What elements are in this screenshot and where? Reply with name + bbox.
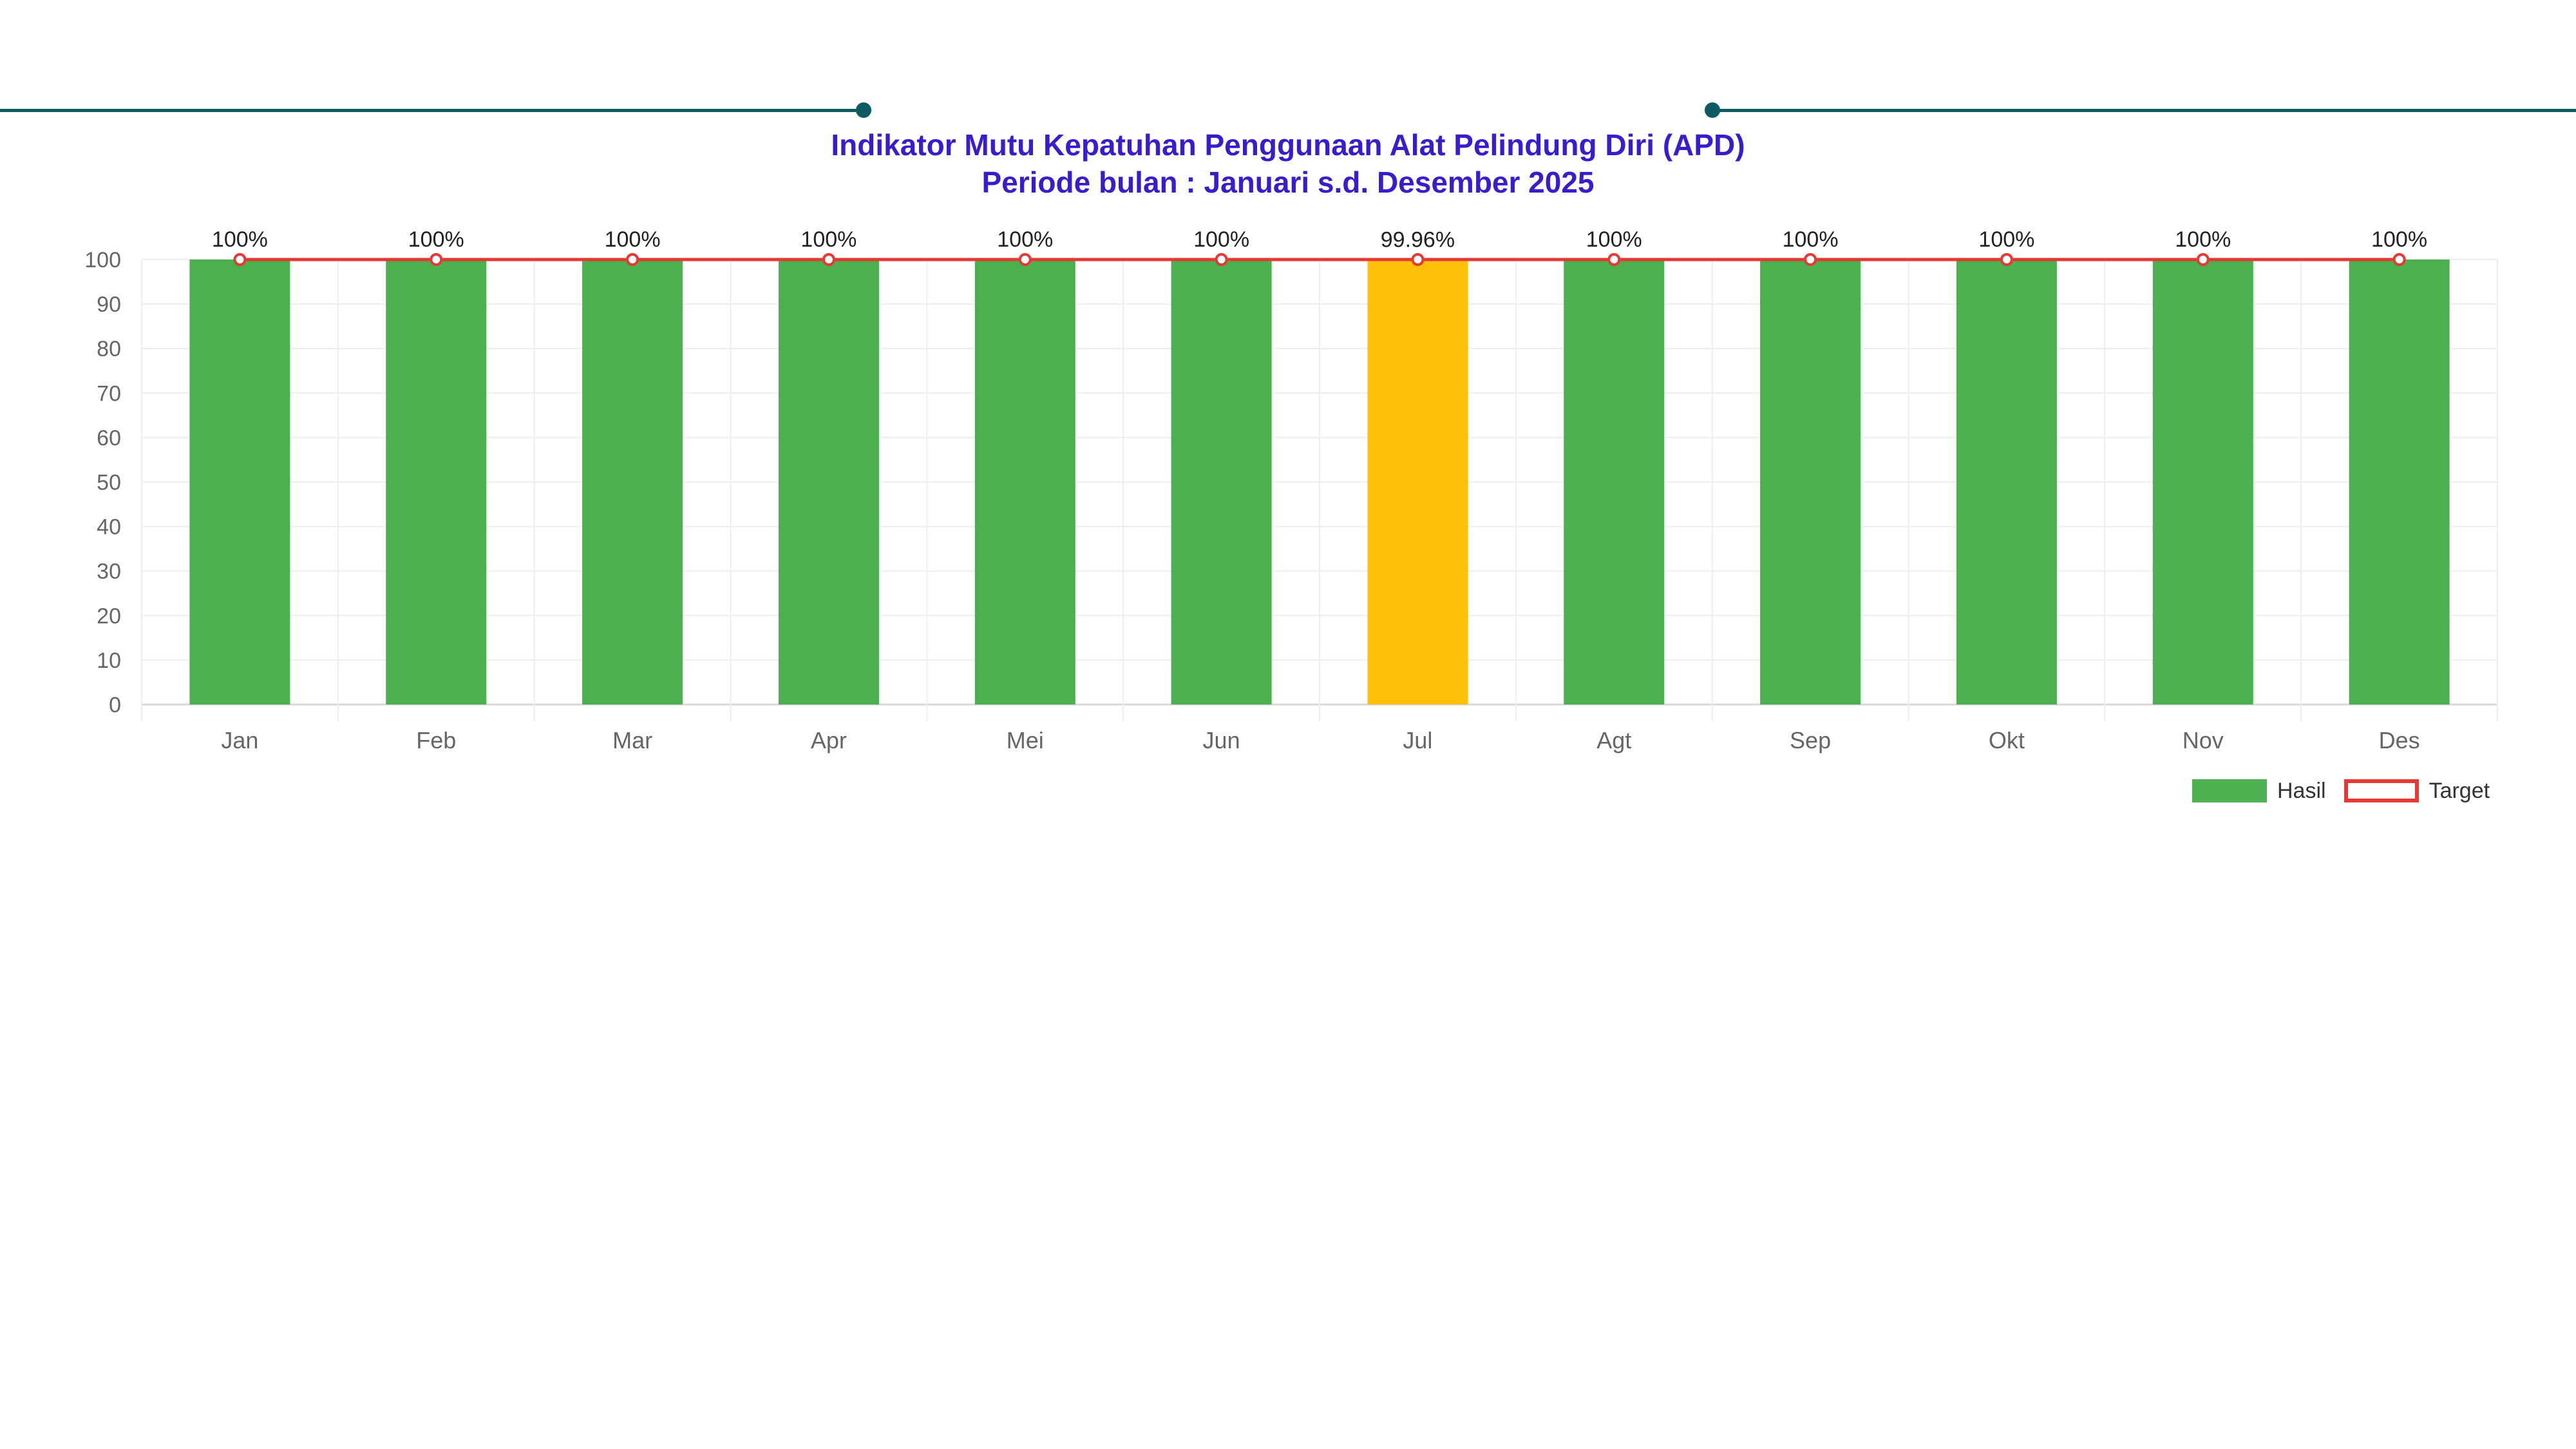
header-decor-line-right — [1713, 109, 2576, 112]
x-tick-label: Mei — [1007, 727, 1044, 753]
bar-des — [2349, 260, 2450, 705]
x-tick-label: Jun — [1203, 727, 1240, 753]
x-tick-label: Mar — [612, 727, 652, 753]
data-label: 100% — [1586, 227, 1642, 252]
data-label: 100% — [1783, 227, 1839, 252]
bar-sep — [1760, 260, 1861, 705]
legend-swatch-target — [2344, 779, 2419, 802]
bar-agt — [1564, 260, 1665, 705]
chart-title: Indikator Mutu Kepatuhan Penggunaan Alat… — [831, 128, 1745, 162]
data-label: 100% — [800, 227, 857, 252]
data-label: 100% — [212, 227, 268, 252]
chart-subtitle: Periode bulan : Januari s.d. Desember 20… — [981, 166, 1595, 199]
target-point — [233, 253, 247, 266]
x-tick-label: Sep — [1790, 727, 1831, 753]
legend-label-hasil: Hasil — [2277, 778, 2326, 803]
y-tick-label: 20 — [97, 604, 121, 629]
header-decor-dot-left — [856, 102, 871, 118]
y-tick-label: 50 — [97, 471, 121, 495]
x-tick-label: Feb — [416, 727, 456, 753]
y-tick-label: 100 — [84, 248, 121, 272]
bar-jun — [1171, 260, 1272, 705]
target-point — [1411, 253, 1425, 266]
chart-legend: Hasil Target — [2192, 778, 2490, 804]
data-label: 100% — [2175, 227, 2231, 252]
target-point — [2392, 253, 2406, 266]
data-label: 100% — [605, 227, 661, 252]
x-tick-label: Apr — [811, 727, 847, 753]
legend-label-target: Target — [2429, 778, 2490, 803]
target-point — [2196, 253, 2210, 266]
bar-apr — [778, 260, 879, 705]
bar-okt — [1956, 260, 2057, 705]
data-label: 100% — [408, 227, 464, 252]
bar-jan — [189, 260, 290, 705]
bar-chart: 0 10 20 30 40 50 60 70 80 90 100 100% 100% 100% 100% 10… — [84, 227, 2498, 753]
y-tick-label: 60 — [97, 426, 121, 450]
header-decor-line-left — [0, 109, 863, 112]
data-label: 100% — [997, 227, 1053, 252]
chart-title-block: Indikator Mutu Kepatuhan Penggunaan Alat… — [0, 126, 2576, 201]
x-tick-label: Okt — [1989, 727, 2025, 753]
y-tick-label: 10 — [97, 649, 121, 673]
x-tick-label: Des — [2379, 727, 2420, 753]
bar-mei — [974, 260, 1075, 705]
x-tick-label: Jul — [1403, 727, 1432, 753]
target-point — [1215, 253, 1228, 266]
target-point — [1804, 253, 1817, 266]
target-point — [626, 253, 639, 266]
data-label: 100% — [1193, 227, 1249, 252]
y-tick-label: 30 — [97, 560, 121, 584]
y-tick-label: 40 — [97, 515, 121, 540]
y-tick-label: 0 — [109, 693, 121, 717]
target-point — [1018, 253, 1032, 266]
data-label: 100% — [1978, 227, 2034, 252]
bar-nov — [2152, 260, 2253, 705]
y-tick-label: 70 — [97, 381, 121, 406]
data-label: 100% — [2371, 227, 2427, 252]
target-point — [822, 253, 835, 266]
legend-swatch-hasil — [2192, 779, 2267, 802]
y-tick-label: 90 — [97, 292, 121, 317]
target-point — [1607, 253, 1621, 266]
bar-mar — [582, 260, 683, 705]
target-point — [430, 253, 443, 266]
x-tick-label: Jan — [221, 727, 258, 753]
y-tick-label: 80 — [97, 337, 121, 361]
data-label: 99.96% — [1381, 227, 1455, 252]
x-tick-label: Agt — [1596, 727, 1631, 753]
bar-jul — [1367, 260, 1468, 705]
target-point — [2000, 253, 2013, 266]
x-tick-label: Nov — [2183, 727, 2224, 753]
bar-feb — [386, 260, 487, 705]
